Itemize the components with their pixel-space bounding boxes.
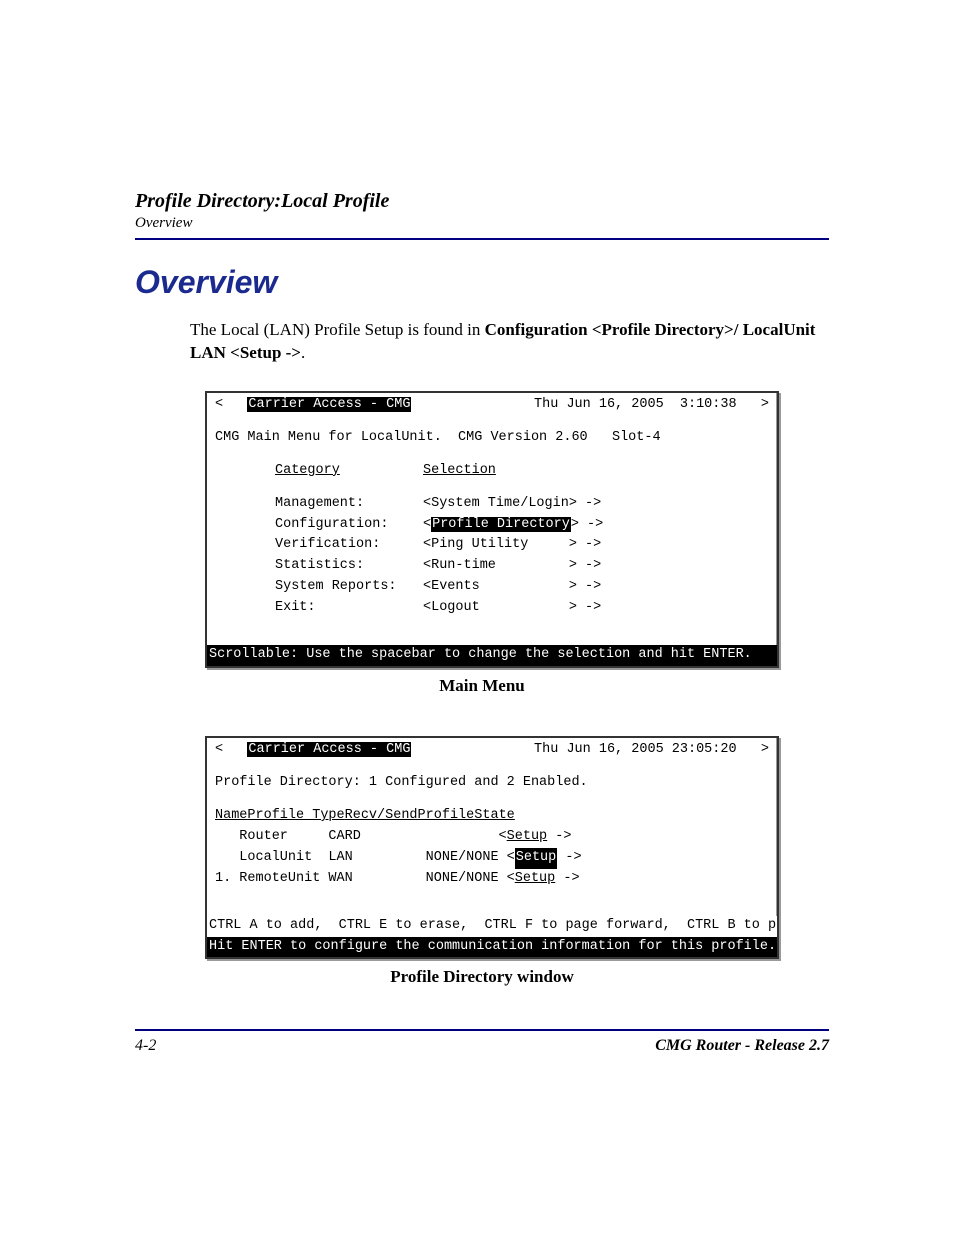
term1-caption: Main Menu (135, 676, 829, 696)
term2-headers: Name Profile Type Recv/Send Profile Stat… (215, 806, 769, 827)
page-header-subtitle: Overview (135, 215, 829, 232)
term1-category: Exit: (275, 598, 423, 619)
term1-menu-row: Verification:<Ping Utility > -> (275, 535, 769, 556)
term2-left-arrow: < Carrier Access - CMG (215, 740, 411, 761)
setup-link[interactable]: Setup (507, 827, 548, 848)
term1-menu-row: System Reports:<Events > -> (275, 577, 769, 598)
term1-banner: Carrier Access - CMG (247, 397, 411, 412)
term2-caption: Profile Directory window (135, 967, 829, 987)
header-rule (135, 238, 829, 240)
term1-subtitle: CMG Main Menu for LocalUnit. CMG Version… (215, 428, 769, 449)
term1-category: Statistics: (275, 556, 423, 577)
footer-page-number: 4-2 (135, 1037, 156, 1055)
term2-statusbar2: Hit ENTER to configure the communication… (207, 937, 777, 958)
term1-category: Verification: (275, 535, 423, 556)
term2-profile-row: LocalUnit LAN NONE/NONE <Setup -> (215, 848, 769, 869)
footer-product: CMG Router - Release 2.7 (655, 1037, 829, 1055)
term2-profile-row: 1. RemoteUnit WAN NONE/NONE <Setup -> (215, 869, 769, 890)
main-menu-terminal: < Carrier Access - CMG Thu Jun 16, 2005 … (205, 391, 779, 668)
term1-statusbar: Scrollable: Use the spacebar to change t… (207, 645, 777, 666)
term1-category: System Reports: (275, 577, 423, 598)
term1-category: Management: (275, 494, 423, 515)
term1-selection[interactable]: <System Time/Login> -> (423, 494, 601, 515)
term1-selection[interactable]: <Ping Utility > -> (423, 535, 601, 556)
term1-menu-row: Configuration:<Profile Directory> -> (275, 515, 769, 536)
term1-menu-row: Statistics:<Run-time > -> (275, 556, 769, 577)
setup-link[interactable]: Setup (515, 848, 558, 869)
term1-selection[interactable]: <Run-time > -> (423, 556, 601, 577)
term1-timestamp: Thu Jun 16, 2005 3:10:38 > (534, 395, 769, 416)
term1-menu-row: Management:<System Time/Login> -> (275, 494, 769, 515)
term2-statusbar1: CTRL A to add, CTRL E to erase, CTRL F t… (207, 916, 777, 937)
term2-banner: Carrier Access - CMG (247, 742, 411, 757)
term1-selection[interactable]: <Logout > -> (423, 598, 601, 619)
profile-directory-terminal: < Carrier Access - CMG Thu Jun 16, 2005 … (205, 736, 779, 959)
term2-subtitle: Profile Directory: 1 Configured and 2 En… (215, 773, 769, 794)
section-heading: Overview (135, 264, 829, 301)
term1-col-selection: Selection (423, 461, 496, 482)
term1-selection[interactable]: <Profile Directory> -> (423, 515, 603, 536)
term1-category: Configuration: (275, 515, 423, 536)
setup-link[interactable]: Setup (515, 869, 556, 890)
term1-col-category: Category (275, 463, 340, 478)
term1-left-arrow: < Carrier Access - CMG (215, 395, 411, 416)
intro-prefix: The Local (LAN) Profile Setup is found i… (190, 320, 485, 339)
intro-paragraph: The Local (LAN) Profile Setup is found i… (190, 319, 829, 365)
term1-selection[interactable]: <Events > -> (423, 577, 601, 598)
term2-timestamp: Thu Jun 16, 2005 23:05:20 > (534, 740, 769, 761)
footer-rule (135, 1029, 829, 1031)
page-header-title: Profile Directory:Local Profile (135, 190, 829, 213)
intro-suffix: . (301, 343, 305, 362)
term2-profile-row: Router CARD <Setup -> (215, 827, 769, 848)
term1-menu-row: Exit:<Logout > -> (275, 598, 769, 619)
